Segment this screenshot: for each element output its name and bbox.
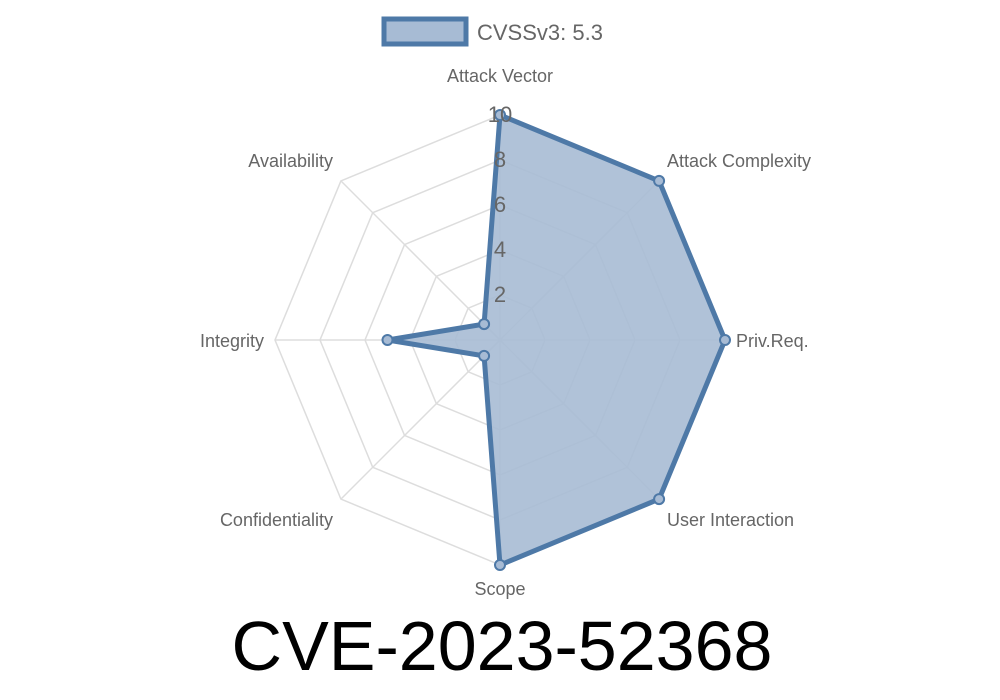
chart-title: CVE-2023-52368 [232,607,773,685]
data-point [494,559,506,571]
legend-swatch [381,16,469,47]
data-point [478,318,491,331]
axis-label: Scope [474,579,525,599]
tick-label: 10 [488,102,512,127]
data-point [494,109,506,121]
radar-series [381,109,731,571]
tick-label: 4 [494,237,506,262]
axis-label: Confidentiality [220,510,333,530]
tick-label: 6 [494,192,506,217]
legend-label: CVSSv3: 5.3 [477,20,603,45]
data-point [381,334,394,346]
series-area [387,111,728,569]
grid-spoke [340,180,501,341]
tick-label: 2 [494,282,506,307]
grid-spoke [340,339,501,500]
data-point [719,334,731,346]
tick-labels: 2 4 6 8 10 [488,102,512,307]
axis-label: Integrity [200,331,264,351]
legend[interactable]: CVSSv3: 5.3 [381,16,603,47]
data-point [653,493,666,506]
axis-label: Availability [248,151,333,171]
axis-label: Attack Complexity [667,151,811,171]
data-point [653,174,666,187]
data-point [478,349,491,362]
axis-label: User Interaction [667,510,794,530]
axis-label: Priv.Req. [736,331,809,351]
tick-label: 8 [494,147,506,172]
axis-labels: Attack Vector Attack Complexity Priv.Req. U… [200,66,811,599]
axis-label: Attack Vector [447,66,553,86]
